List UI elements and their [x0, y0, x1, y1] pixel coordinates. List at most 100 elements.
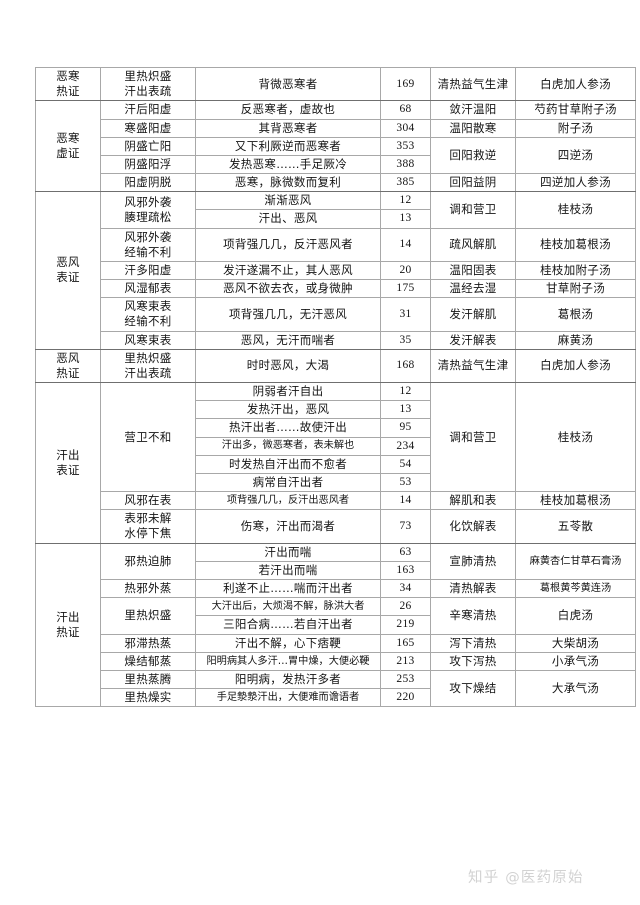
- symptom-cell: 利遂不止……喘而汗出者: [195, 578, 381, 599]
- syndrome-cell: 热邪外蒸: [100, 578, 196, 599]
- formula-cell: 葛根黄芩黄连汤: [515, 578, 636, 599]
- category-line: 热证: [56, 624, 80, 639]
- syndrome-line: 汗出表疏: [124, 84, 172, 99]
- table-row: 里热炽盛 大汗出后，大烦渴不解，脉洪大者 26 辛寒清热 白虎汤: [36, 597, 636, 635]
- formula-cell: 桂枝汤: [515, 382, 636, 493]
- formula-cell: 附子汤: [515, 118, 636, 138]
- clause-number-cell: 95: [380, 418, 431, 438]
- symptom-cell: 阴弱者汗自出: [195, 382, 381, 402]
- syndrome-cell: 阳虚阴脱: [100, 173, 196, 193]
- formula-cell: 芍药甘草附子汤: [515, 100, 636, 120]
- symptom-cell: 反恶寒者，虚故也: [195, 100, 381, 120]
- syndrome-cell: 里热炽盛: [100, 597, 196, 635]
- clause-number-cell: 13: [380, 400, 431, 420]
- syndrome-cell: 营卫不和: [100, 382, 196, 493]
- formula-cell: 桂枝汤: [515, 191, 636, 229]
- table-row: 汗多阳虚 发汗遂漏不止，其人恶风 20 温阳固表 桂枝加附子汤: [36, 260, 636, 281]
- clause-number-cell: 165: [380, 633, 431, 653]
- symptom-cell: 项背强几几，无汗恶风: [195, 297, 381, 332]
- symptom-cell: 恶风，无汗而喘者: [195, 330, 381, 350]
- symptom-cell: 大汗出后，大烦渴不解，脉洪大者: [195, 597, 381, 617]
- symptom-cell: 发热恶寒……手足厥冷: [195, 154, 381, 175]
- formula-cell: 大柴胡汤: [515, 633, 636, 653]
- clause-number-cell: 388: [380, 154, 431, 175]
- table-sheet: 恶寒 热证 里热炽盛 汗出表疏 背微恶寒者 169 清热益气生津 白虎加人参汤 …: [35, 66, 636, 708]
- table-row: 寒盛阳虚 其背恶寒者 304 温阳散寒 附子汤: [36, 118, 636, 138]
- category-line: 表证: [56, 462, 80, 477]
- category-cell: 汗出 热证: [35, 542, 101, 708]
- table-row: 热邪外蒸 利遂不止……喘而汗出者 34 清热解表 葛根黄芩黄连汤: [36, 578, 636, 599]
- table-row: 阴盛亡阳 又下利厥逆而恶寒者 353 回阳救逆 四逆汤: [36, 136, 636, 175]
- treatment-cell: 疏风解肌: [430, 227, 516, 262]
- syndrome-line: 里热炽盛: [124, 69, 172, 83]
- table-row: 发热汗出，恶风 13: [36, 400, 636, 420]
- syndrome-cell: 燥结郁蒸: [100, 651, 196, 671]
- formula-cell: 甘草附子汤: [515, 279, 636, 299]
- symptom-cell: 三阳合病……若自汗出者: [195, 615, 381, 635]
- syndrome-line: 里热炽盛: [124, 350, 172, 365]
- syndrome-line: 风寒束表: [124, 299, 172, 314]
- syndrome-cell: 里热炽盛 汗出表疏: [100, 348, 196, 384]
- symptom-cell: 又下利厥逆而恶寒者: [195, 136, 381, 156]
- symptom-cell: 阳明病其人多汗…胃中燥，大便必鞕: [195, 651, 381, 671]
- table-row: 汗出 表证 营卫不和 阴弱者汗自出 12 调和营卫 桂枝汤: [35, 382, 636, 544]
- symptom-cell: 恶寒，脉微数而复利: [195, 173, 381, 193]
- syndrome-cell: 汗后阳虚: [100, 100, 196, 120]
- formula-cell: 白虎加人参汤: [515, 66, 636, 102]
- clause-number-cell: 163: [380, 560, 431, 580]
- syndrome-line: 汗出表疏: [124, 365, 172, 380]
- formula-cell: 白虎加人参汤: [515, 348, 636, 384]
- symptom-cell: 项背强几几，反汗恶风者: [195, 227, 381, 262]
- symptom-cell: 汗出而喘: [195, 542, 381, 562]
- clause-number-cell: 63: [380, 542, 431, 562]
- treatment-cell: 回阳益阴: [430, 173, 516, 193]
- category-cell: 汗出 表证: [35, 382, 101, 544]
- formula-cell: 桂枝加葛根汤: [515, 227, 636, 262]
- category-line: 恶风: [56, 255, 80, 270]
- table-row: 里热蒸腾 阳明病，发热汗多者 253 攻下燥结 大承气汤: [36, 669, 636, 708]
- formula-cell: 桂枝加附子汤: [515, 260, 636, 281]
- symptom-cell: 汗出多，微恶寒者，表未解也: [195, 436, 381, 456]
- treatment-cell: 调和营卫: [430, 191, 516, 229]
- category-line: 恶风: [56, 350, 80, 365]
- clause-number-cell: 73: [380, 509, 431, 544]
- clause-number-cell: 304: [380, 118, 431, 138]
- treatment-cell: 化饮解表: [430, 509, 516, 544]
- symptom-cell: 若汗出而喘: [195, 560, 381, 580]
- watermark: 知乎 @医药原始: [468, 870, 584, 886]
- clause-number-cell: 169: [380, 66, 431, 102]
- treatment-cell: 回阳救逆: [430, 136, 516, 175]
- clause-number-cell: 12: [380, 191, 431, 211]
- table-body: 恶寒 热证 里热炽盛 汗出表疏 背微恶寒者 169 清热益气生津 白虎加人参汤 …: [35, 66, 636, 708]
- symptom-cell: 手足漐漐汗出，大便难而谵语者: [195, 688, 381, 708]
- symptom-cell: 发汗遂漏不止，其人恶风: [195, 260, 381, 281]
- category-line: 汗出: [56, 447, 80, 462]
- symptom-cell: 时发热自汗出而不愈者: [195, 454, 381, 474]
- treatment-cell: 攻下燥结: [430, 669, 516, 708]
- syndrome-cell: 风湿郁表: [100, 279, 196, 299]
- category-cell: 恶寒 热证: [35, 66, 101, 102]
- syndrome-cell: 里热燥实: [100, 688, 196, 708]
- category-line: 汗出: [56, 609, 80, 624]
- clause-number-cell: 20: [380, 260, 431, 281]
- syndrome-line: 经输不利: [124, 314, 172, 329]
- category-line: 热证: [56, 84, 80, 99]
- syndrome-line: 腠理疏松: [124, 209, 172, 224]
- syndrome-cell: 里热蒸腾: [100, 669, 196, 690]
- syndrome-cell: 风邪外袭 经输不利: [100, 227, 196, 262]
- syndrome-line: 风邪外袭: [124, 194, 172, 209]
- syndrome-cell: 风寒束表: [100, 330, 196, 350]
- treatment-cell: 温阳散寒: [430, 118, 516, 138]
- syndrome-cell: 风邪外袭 腠理疏松: [100, 191, 196, 229]
- treatment-cell: 泻下清热: [430, 633, 516, 653]
- clause-number-cell: 175: [380, 279, 431, 299]
- symptom-cell: 项背强几几，反汗出恶风者: [195, 491, 381, 511]
- table-row: 三阳合病……若自汗出者 219: [36, 615, 636, 635]
- category-cell: 恶风 热证: [35, 348, 101, 384]
- table-row: 时发热自汗出而不愈者 54: [36, 454, 636, 474]
- formula-cell: 小承气汤: [515, 651, 636, 671]
- formula-cell: 大承气汤: [515, 669, 636, 708]
- symptom-cell: 其背恶寒者: [195, 118, 381, 138]
- table-row: 恶风 热证 里热炽盛 汗出表疏 时时恶风，大渴 168 清热益气生津 白虎加人参…: [35, 348, 636, 384]
- table-row: 恶风 表证 风邪外袭 腠理疏松 渐渐恶风 12 调和营卫 桂枝汤: [35, 191, 636, 350]
